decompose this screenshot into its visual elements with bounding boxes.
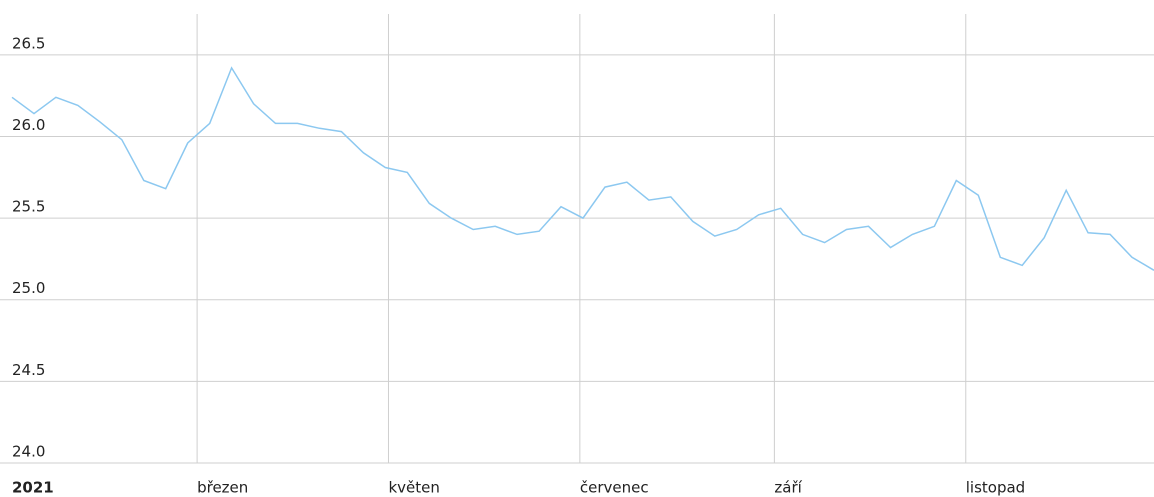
y-tick-label: 25.5 (12, 198, 45, 216)
y-tick-label: 24.5 (12, 361, 45, 379)
x-tick-label: březen (197, 479, 248, 497)
y-tick-label: 25.0 (12, 279, 45, 297)
y-tick-label: 26.0 (12, 116, 45, 134)
x-tick-label: září (774, 479, 802, 497)
y-tick-label: 24.0 (12, 443, 45, 461)
x-tick-label: listopad (966, 479, 1025, 497)
x-tick-label: 2021 (12, 479, 54, 497)
x-tick-label: červenec (580, 479, 649, 497)
y-tick-label: 26.5 (12, 34, 45, 52)
x-tick-label: květen (388, 479, 439, 497)
line (11, 66, 1154, 271)
